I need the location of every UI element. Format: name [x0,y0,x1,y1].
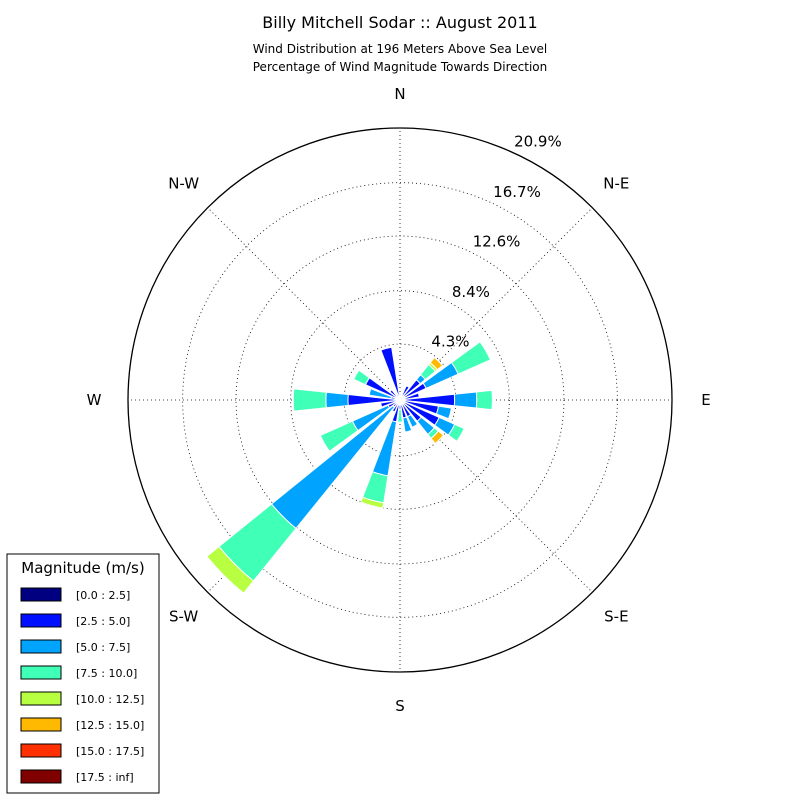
legend-swatch-7 [20,769,62,784]
direction-label-n-w: N-W [168,175,199,193]
grid-spoke-7 [207,207,401,401]
legend-swatch-4 [20,691,62,706]
chart-title: Billy Mitchell Sodar :: August 2011 [262,13,537,32]
wind-bar-dir45-bin5 [429,356,444,371]
wind-bar-dir75-bin1 [399,392,420,401]
wind-bar-dir315-bin1 [389,389,401,401]
legend-label-6: [15.0 : 17.5] [76,745,144,758]
wind-bar-dir105-bin2 [435,405,452,420]
wind-bar-dir240-bin3 [319,420,359,452]
legend-swatch-3 [20,665,62,680]
direction-label-n-e: N-E [603,175,629,193]
wind-bar-dir135-bin5 [430,430,445,445]
grid-ring-3 [182,182,618,618]
legend: Magnitude (m/s) [0.0 : 2.5] [2.5 : 5.0] [5… [6,553,160,794]
legend-swatch-6 [20,743,62,758]
outer-ring [127,127,673,673]
legend-items: [0.0 : 2.5] [2.5 : 5.0] [5.0 : 7.5] [7.5 : … [20,587,144,784]
radial-tick-label-3: 16.7% [493,183,541,201]
legend-label-7: [17.5 : inf] [76,771,134,784]
legend-swatch-1 [20,613,62,628]
legend-label-2: [5.0 : 7.5] [76,641,130,654]
grid-spoke-1 [399,207,593,401]
legend-swatch-2 [20,639,62,654]
radial-tick-label-1: 8.4% [452,283,490,301]
wind-bar-dir60-bin3 [450,341,492,375]
wind-bar-dir285-bin2 [368,388,393,400]
radial-tick-label-4: 20.9% [514,133,562,151]
legend-label-4: [10.0 : 12.5] [76,693,144,706]
legend-label-1: [2.5 : 5.0] [76,615,130,628]
wind-bar-dir270-bin2 [325,391,349,409]
polar-labels: N N-E E S-E S S-W W N-W 4.3% 8.4% 12.6% 16.7% 20.9% [87,85,711,715]
wind-bar-dir90-bin2 [453,391,478,409]
direction-label-e: E [701,391,710,409]
wind-bar-dir120-bin3 [447,423,465,443]
legend-swatch-5 [20,717,62,732]
chart-subtitle-line-1: Wind Distribution at 196 Meters Above Se… [253,42,548,56]
legend-label-3: [7.5 : 10.0] [76,667,137,680]
direction-label-s-e: S-E [604,607,628,625]
grid-spoke-3 [399,399,593,593]
chart-subtitle-line-2: Percentage of Wind Magnitude Towards Dir… [253,60,547,74]
wind-bar-dir300-bin3 [352,369,371,386]
radial-tick-label-0: 4.3% [431,332,469,350]
radial-tick-label-2: 12.6% [473,233,521,251]
legend-label-0: [0.0 : 2.5] [76,589,130,602]
direction-label-n: N [394,85,405,103]
wind-bar-dir345-bin1 [380,346,401,401]
grid-ring-2 [235,235,565,565]
direction-label-w: W [87,391,102,409]
wind-bar-dir180-bin3 [397,408,403,423]
legend-label-5: [12.5 : 15.0] [76,719,144,732]
direction-label-s: S [395,697,405,715]
wind-bar-dir90-bin3 [475,389,493,411]
wind-bar-dir225-bin4 [206,545,255,594]
wind-bar-dir270-bin3 [292,388,327,412]
wind-bar-dir165-bin2 [402,416,413,433]
wind-bar-dir255-bin1 [380,399,401,408]
direction-label-s-w: S-W [169,607,198,625]
polar-frame [127,127,673,673]
wind-bar-dir150-bin2 [406,414,419,429]
legend-title: Magnitude (m/s) [21,559,144,577]
wind-rose-bars [206,341,493,594]
wind-bar-dir195-bin4 [360,496,385,509]
legend-swatch-0 [20,587,62,602]
